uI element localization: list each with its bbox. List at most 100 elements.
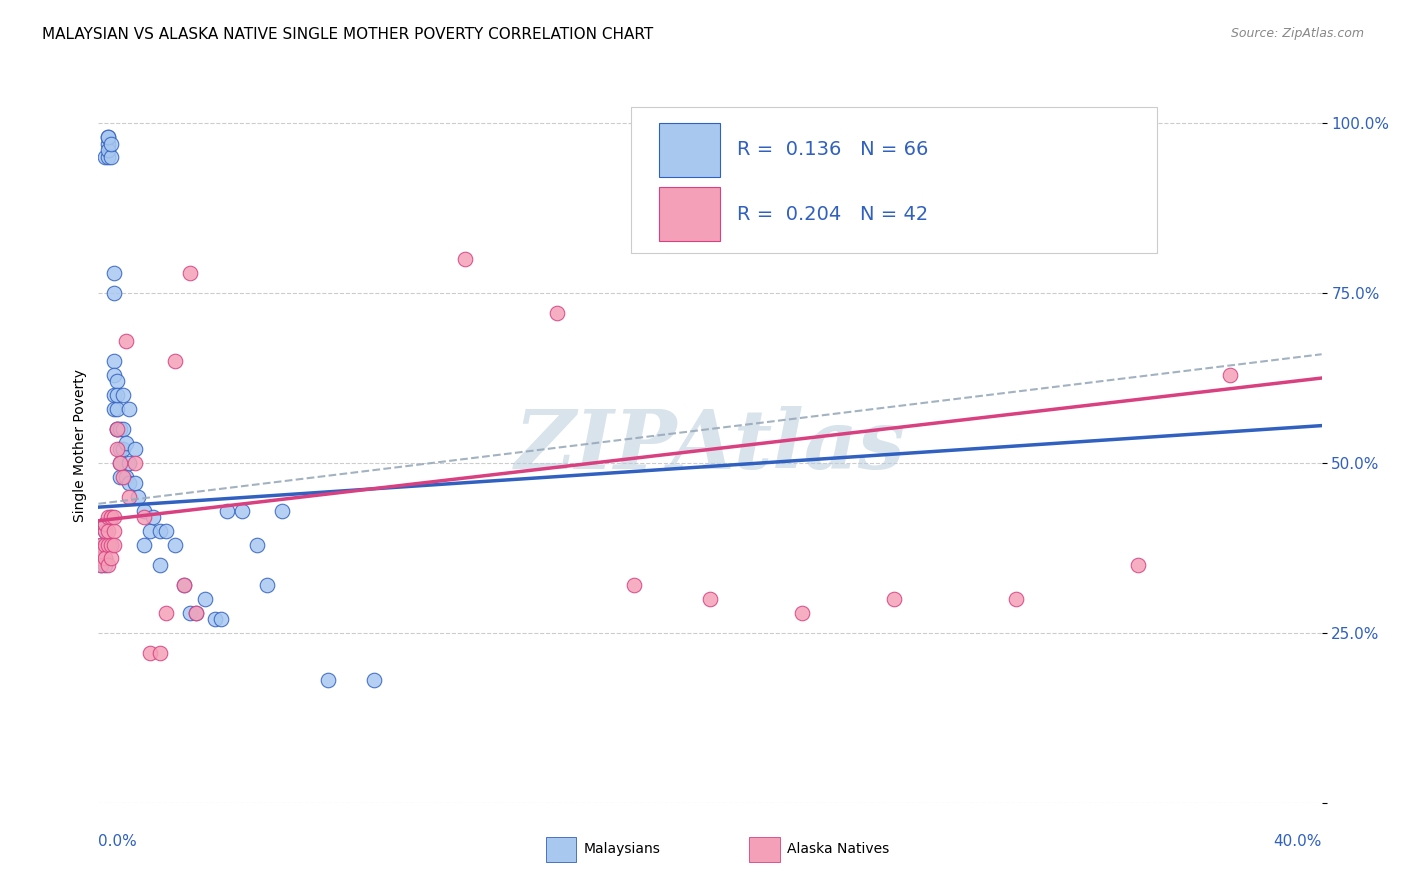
Text: R =  0.136   N = 66: R = 0.136 N = 66 bbox=[737, 140, 928, 160]
Point bbox=[1128, 558, 1150, 572]
Point bbox=[149, 646, 172, 660]
Point bbox=[155, 524, 177, 538]
Point bbox=[100, 510, 122, 524]
Point bbox=[97, 510, 120, 524]
Point bbox=[186, 606, 208, 620]
Point bbox=[142, 510, 165, 524]
Point bbox=[270, 503, 292, 517]
Point bbox=[1219, 368, 1241, 382]
Point bbox=[93, 551, 115, 566]
Point bbox=[124, 456, 146, 470]
Point bbox=[103, 388, 125, 402]
Point bbox=[108, 442, 131, 457]
Point bbox=[90, 558, 112, 572]
Point bbox=[215, 503, 238, 517]
Bar bbox=[658, 123, 720, 177]
Point bbox=[118, 490, 141, 504]
Point bbox=[163, 537, 186, 551]
Point bbox=[111, 388, 134, 402]
Point bbox=[97, 144, 120, 158]
Point bbox=[90, 537, 112, 551]
Point bbox=[155, 606, 177, 620]
Point bbox=[97, 150, 120, 164]
Point bbox=[115, 334, 138, 348]
Point bbox=[93, 551, 115, 566]
Point bbox=[179, 266, 201, 280]
Point bbox=[90, 551, 112, 566]
Point bbox=[173, 578, 195, 592]
Bar bbox=[658, 187, 720, 241]
Point bbox=[173, 578, 195, 592]
Point bbox=[108, 422, 131, 436]
Point bbox=[93, 517, 115, 532]
Point bbox=[163, 354, 186, 368]
Point bbox=[100, 136, 122, 151]
Point bbox=[194, 591, 217, 606]
Point bbox=[93, 537, 115, 551]
Text: 40.0%: 40.0% bbox=[1274, 834, 1322, 849]
Point bbox=[546, 306, 568, 320]
Point bbox=[149, 558, 172, 572]
Point bbox=[97, 136, 120, 151]
Y-axis label: Single Mother Poverty: Single Mother Poverty bbox=[73, 369, 87, 523]
Point bbox=[316, 673, 339, 688]
Point bbox=[118, 476, 141, 491]
Point bbox=[1004, 591, 1026, 606]
Point bbox=[246, 537, 269, 551]
Point bbox=[118, 456, 141, 470]
Point bbox=[124, 476, 146, 491]
Point bbox=[93, 524, 115, 538]
Point bbox=[454, 252, 477, 266]
Point bbox=[103, 354, 125, 368]
Point bbox=[103, 524, 125, 538]
Point bbox=[100, 150, 122, 164]
Point bbox=[124, 442, 146, 457]
Point bbox=[93, 537, 115, 551]
Point bbox=[231, 503, 253, 517]
Text: Malaysians: Malaysians bbox=[583, 842, 661, 856]
Point bbox=[105, 422, 128, 436]
Point bbox=[105, 422, 128, 436]
Point bbox=[108, 456, 131, 470]
Point bbox=[100, 537, 122, 551]
Point bbox=[93, 524, 115, 538]
Point bbox=[97, 537, 120, 551]
Point bbox=[93, 558, 115, 572]
Text: ZIPAtlas: ZIPAtlas bbox=[515, 406, 905, 486]
Point bbox=[108, 456, 131, 470]
Point bbox=[790, 606, 813, 620]
Point bbox=[139, 646, 162, 660]
Point bbox=[103, 286, 125, 301]
Point bbox=[134, 537, 156, 551]
Point bbox=[179, 606, 201, 620]
Point bbox=[103, 266, 125, 280]
Point bbox=[103, 368, 125, 382]
Point bbox=[105, 442, 128, 457]
Text: R =  0.204   N = 42: R = 0.204 N = 42 bbox=[737, 204, 928, 224]
Point bbox=[883, 591, 905, 606]
Point bbox=[149, 524, 172, 538]
Point bbox=[100, 510, 122, 524]
Point bbox=[90, 544, 112, 558]
Point bbox=[139, 524, 162, 538]
Point bbox=[186, 606, 208, 620]
Point bbox=[100, 537, 122, 551]
Point bbox=[108, 469, 131, 483]
Point bbox=[699, 591, 721, 606]
Point bbox=[363, 673, 385, 688]
Point bbox=[93, 517, 115, 532]
Point bbox=[134, 503, 156, 517]
Point bbox=[209, 612, 232, 626]
Text: MALAYSIAN VS ALASKA NATIVE SINGLE MOTHER POVERTY CORRELATION CHART: MALAYSIAN VS ALASKA NATIVE SINGLE MOTHER… bbox=[42, 27, 654, 42]
Text: Source: ZipAtlas.com: Source: ZipAtlas.com bbox=[1230, 27, 1364, 40]
Point bbox=[97, 524, 120, 538]
Point bbox=[103, 510, 125, 524]
Text: Alaska Natives: Alaska Natives bbox=[787, 842, 890, 856]
Point bbox=[115, 435, 138, 450]
FancyBboxPatch shape bbox=[630, 107, 1157, 253]
Point bbox=[97, 558, 120, 572]
Point bbox=[111, 469, 134, 483]
Point bbox=[97, 129, 120, 144]
Point bbox=[105, 375, 128, 389]
Point bbox=[134, 510, 156, 524]
